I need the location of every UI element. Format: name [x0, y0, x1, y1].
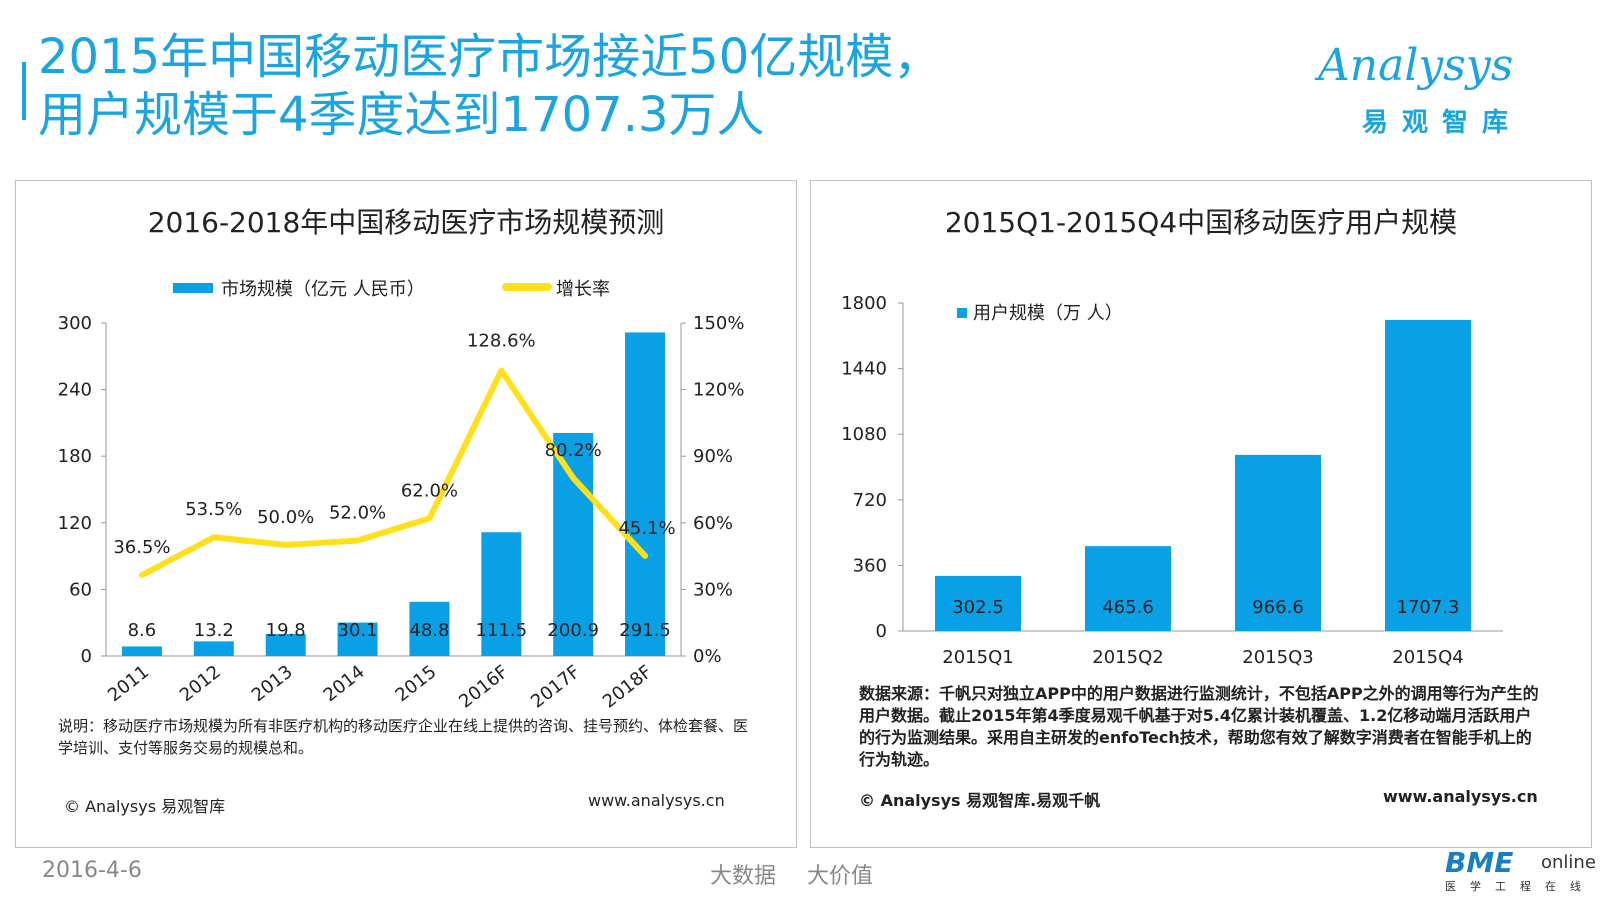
- line-value-label: 53.5%: [185, 499, 242, 520]
- x-tick-label: 2015Q1: [942, 647, 1013, 668]
- y2-tick-label: 30%: [693, 579, 733, 600]
- bme-logo-subtitle: 医学工程在线: [1445, 880, 1595, 893]
- x-tick-label: 2012: [176, 661, 225, 706]
- slogan-part-1: 大数据: [710, 864, 777, 889]
- line-value-label: 128.6%: [467, 331, 536, 352]
- bar-value-label: 19.8: [266, 620, 306, 641]
- footer-slogan: 大数据 大价值: [710, 858, 897, 890]
- y-tick-label: 1080: [841, 424, 887, 445]
- title-accent-bar: [22, 62, 26, 120]
- bme-online-logo: BME online 医学工程在线: [1445, 846, 1596, 896]
- website-link[interactable]: www.analysys.cn: [1383, 787, 1538, 806]
- x-tick-label: 2013: [248, 661, 297, 706]
- bar-value-label: 111.5: [476, 620, 528, 641]
- logo-wordmark: Analysys: [1318, 40, 1514, 91]
- market-size-chart: 0 60 120 180 240 300 0% 30% 60% 90% 120% 150% 8.6 201…: [58, 279, 745, 713]
- x-tick-label: 2015Q2: [1092, 647, 1163, 668]
- website-link[interactable]: www.analysys.cn: [588, 791, 725, 810]
- legend-label-bar: 用户规模（万 人）: [973, 303, 1123, 324]
- y2-tick-label: 0%: [693, 646, 722, 667]
- bar: [1235, 454, 1321, 631]
- data-source-note: 数据来源：千帆只对独立APP中的用户数据进行监测统计，不包括APP之外的调用等行…: [859, 684, 1539, 769]
- y2-tick-label: 60%: [693, 513, 733, 534]
- line-value-label: 52.0%: [329, 503, 386, 524]
- bme-logo-online: online: [1541, 852, 1596, 873]
- x-tick-label: 2018F: [599, 661, 656, 712]
- bar-value-label: 200.9: [547, 620, 599, 641]
- line-value-label: 50.0%: [257, 507, 314, 528]
- x-tick-label: 2015: [391, 661, 440, 706]
- legend-swatch-line: [502, 283, 552, 291]
- line-value-label: 45.1%: [618, 518, 675, 539]
- x-tick-label: 2014: [320, 661, 369, 706]
- page-title: 2015年中国移动医疗市场接近50亿规模， 用户规模于4季度达到1707.3万人: [38, 28, 941, 144]
- bar-value-label: 302.5: [952, 597, 1004, 618]
- user-scale-chart-panel: 2015Q1-2015Q4中国移动医疗用户规模 0 360 720 1080 1440 1…: [810, 180, 1592, 848]
- y-tick-label: 0: [81, 646, 92, 667]
- y-tick-label: 720: [853, 490, 887, 511]
- y-tick-label: 0: [876, 621, 887, 642]
- analysys-logo: Analysys 易观智库: [1318, 40, 1558, 150]
- bar: [337, 622, 378, 656]
- bar: [121, 646, 162, 656]
- page-title-line-1: 2015年中国移动医疗市场接近50亿规模，: [38, 29, 942, 85]
- legend-label-line: 增长率: [556, 279, 610, 300]
- growth-rate-line: [138, 367, 649, 578]
- market-size-chart-panel: 2016-2018年中国移动医疗市场规模预测 0 60 120 180 240 300 0%…: [15, 180, 797, 848]
- bar-value-label: 465.6: [1102, 597, 1154, 618]
- bar-value-label: 48.8: [409, 620, 449, 641]
- bar-value-label: 8.6: [128, 620, 157, 641]
- bar-value-label: 1707.3: [1397, 597, 1460, 618]
- chart-note: 说明：移动医疗市场规模为所有非医疗机构的移动医疗企业在线上提供的咨询、挂号预约、…: [58, 717, 749, 757]
- y-tick-label: 180: [58, 446, 92, 467]
- logo-chinese-name: 易观智库: [1362, 108, 1523, 138]
- bme-logo-main: BME: [1445, 846, 1514, 879]
- y2-tick-label: 150%: [693, 313, 744, 334]
- line-value-label: 36.5%: [113, 537, 170, 558]
- x-tick-label: 2016F: [455, 661, 512, 712]
- y-tick-label: 360: [853, 555, 887, 576]
- x-tick-label: 2017F: [527, 661, 584, 712]
- y2-tick-label: 90%: [693, 446, 733, 467]
- bar-value-label: 13.2: [194, 620, 234, 641]
- bar: [265, 634, 306, 656]
- bar: [409, 601, 450, 656]
- report-date: 2016-4-6: [42, 858, 142, 883]
- legend-swatch-bar: [957, 308, 967, 318]
- chart-title: 2015Q1-2015Q4中国移动医疗用户规模: [944, 206, 1458, 239]
- slogan-part-2: 大价值: [807, 864, 874, 889]
- page-title-line-2: 用户规模于4季度达到1707.3万人: [38, 87, 765, 143]
- x-tick-label: 2011: [104, 661, 153, 706]
- legend-label-bar: 市场规模（亿元 人民币）: [221, 279, 425, 300]
- y-tick-label: 120: [58, 513, 92, 534]
- y-tick-label: 60: [69, 579, 92, 600]
- copyright-text: © Analysys 易观智库.易观千帆: [859, 791, 1101, 810]
- y2-tick-label: 120%: [693, 380, 744, 401]
- bar-value-label: 30.1: [338, 620, 378, 641]
- chart-title: 2016-2018年中国移动医疗市场规模预测: [147, 206, 665, 239]
- y-tick-label: 1800: [841, 293, 887, 314]
- bar: [1085, 546, 1171, 631]
- legend-swatch-bar: [173, 283, 213, 293]
- user-scale-chart: 0 360 720 1080 1440 1800 302.5 2015Q1 465.6 2015Q…: [841, 293, 1503, 668]
- bar: [1385, 319, 1471, 631]
- x-tick-label: 2015Q4: [1392, 647, 1463, 668]
- line-value-label: 62.0%: [401, 480, 458, 501]
- bar: [935, 575, 1021, 631]
- x-tick-label: 2015Q3: [1242, 647, 1313, 668]
- y-tick-label: 300: [58, 313, 92, 334]
- bar: [481, 532, 522, 656]
- line-value-label: 80.2%: [545, 440, 602, 461]
- bar: [625, 332, 666, 656]
- bar: [193, 641, 234, 656]
- bar: [553, 433, 594, 656]
- y-tick-label: 240: [58, 380, 92, 401]
- copyright-text: © Analysys 易观智库: [64, 797, 226, 816]
- y-tick-label: 1440: [841, 359, 887, 380]
- bar-value-label: 966.6: [1252, 597, 1304, 618]
- bar-value-label: 291.5: [619, 620, 671, 641]
